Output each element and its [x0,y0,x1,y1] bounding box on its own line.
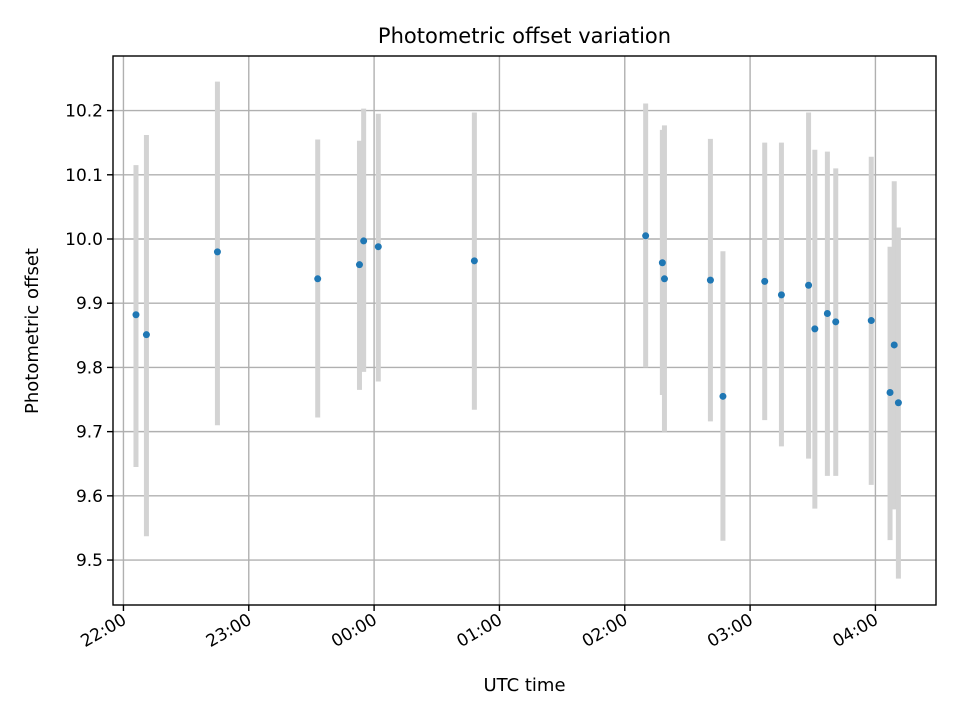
data-point [658,259,666,267]
data-point [823,309,831,317]
data-point [894,399,902,407]
data-point [660,275,668,283]
data-point [132,311,140,319]
data-point [142,331,150,339]
y-tick-label: 9.9 [76,294,103,314]
data-point [374,243,382,251]
chart-title: Photometric offset variation [378,24,671,48]
y-tick-label: 9.8 [76,358,103,378]
y-tick-label: 9.6 [76,487,103,507]
data-point [832,318,840,326]
data-point [886,388,894,396]
data-point [890,341,898,349]
tick-layer [107,109,877,611]
data-point [642,232,650,240]
x-axis-label: UTC time [483,675,565,696]
y-tick-label: 10.1 [65,166,103,186]
data-point [761,277,769,285]
data-point [719,392,727,400]
grid-layer [113,56,936,605]
data-point [811,325,819,333]
data-point [470,257,478,265]
data-point [360,237,368,245]
y-tick-label: 10.2 [65,102,103,122]
point-layer [132,232,902,407]
data-point [777,291,785,299]
y-tick-label: 9.7 [76,423,103,443]
y-tick-label: 9.5 [76,551,103,571]
y-axis-label: Photometric offset [22,248,43,414]
y-tick-label: 10.0 [65,230,103,250]
data-point [355,261,363,269]
data-point [314,275,322,283]
data-point [213,248,221,256]
plot-frame [112,55,937,606]
data-point [805,281,813,289]
data-point [706,276,714,284]
data-point [867,317,875,325]
